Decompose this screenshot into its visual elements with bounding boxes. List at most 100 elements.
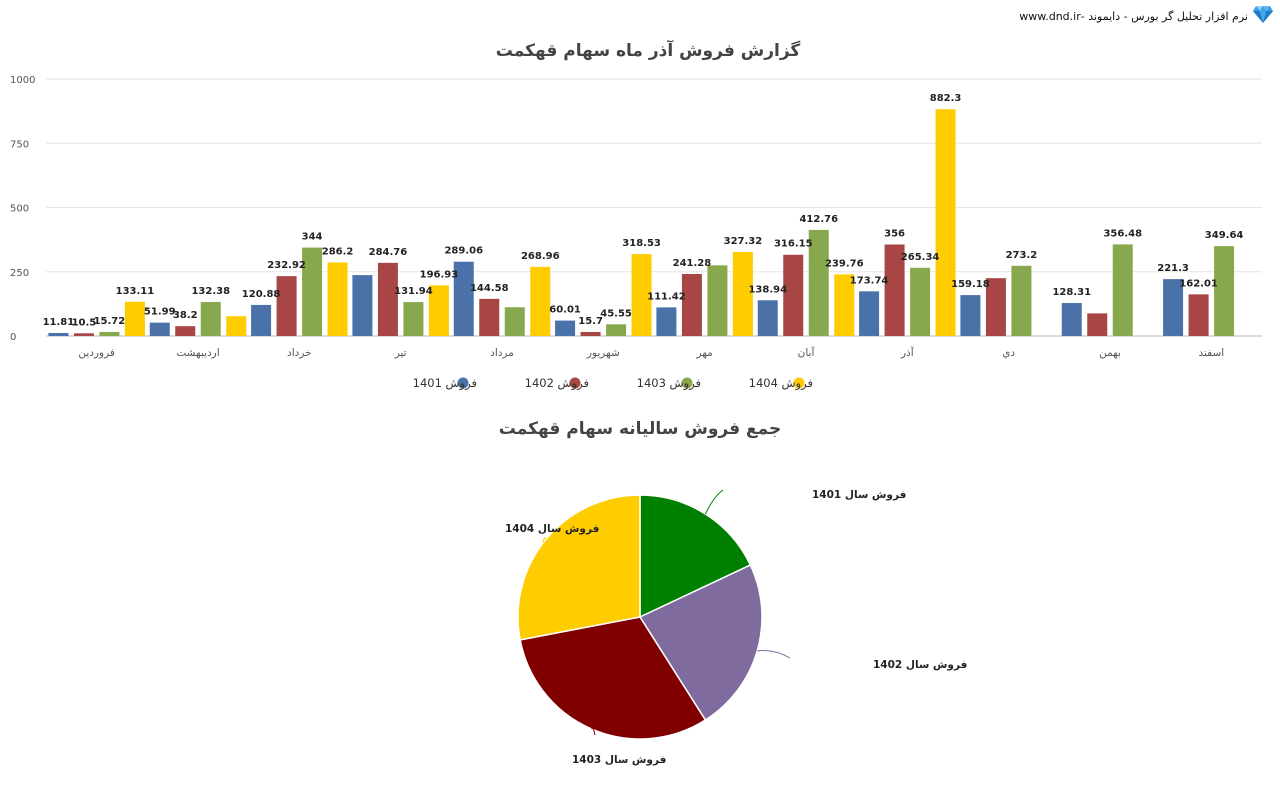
pie-label: فروش سال 1404 — [505, 523, 599, 535]
bar — [149, 322, 170, 336]
diamond-icon — [1252, 3, 1274, 29]
legend-marker — [681, 377, 693, 389]
data-label: 120.88 — [242, 289, 281, 300]
bar-x-axis: فروردین اردیبهشت خرداد تیر مرداد شهریور مهر آبا… — [78, 346, 1224, 359]
x-tick-label: اردیبهشت — [176, 347, 219, 359]
data-label: 162.01 — [1179, 278, 1218, 289]
data-label: 349.64 — [1205, 230, 1244, 241]
data-label: 138.94 — [748, 284, 787, 295]
bar — [327, 262, 348, 336]
data-label: 159.18 — [951, 279, 990, 290]
x-tick-label: اسفند — [1198, 347, 1224, 359]
legend-marker — [457, 377, 469, 389]
bar — [1011, 265, 1032, 336]
pie-chart: جمع فروش سالیانه سهام قهکمت فروش سال 140… — [499, 419, 968, 766]
bar — [884, 244, 905, 336]
data-label: 286.2 — [322, 246, 354, 257]
x-tick-label: خرداد — [287, 347, 312, 359]
pie-slice — [517, 494, 641, 641]
pie-label: فروش سال 1402 — [873, 659, 967, 671]
pie-labels: فروش سال 1401 فروش سال 1402 فروش سال 1403 ف… — [505, 489, 967, 766]
x-tick-label: فروردین — [78, 347, 115, 359]
data-label: 241.28 — [673, 258, 712, 269]
bar — [555, 320, 576, 336]
bar — [656, 307, 677, 336]
bar — [302, 247, 323, 336]
bar — [428, 285, 449, 336]
bar — [834, 274, 855, 336]
y-tick-label: 750 — [10, 139, 29, 150]
data-label: 173.74 — [850, 275, 889, 286]
data-label: 316.15 — [774, 239, 813, 250]
data-label: 221.3 — [1157, 263, 1189, 274]
data-label: 38.2 — [173, 310, 198, 321]
data-label: 356.48 — [1103, 228, 1142, 239]
bar — [580, 331, 601, 336]
bar — [99, 331, 120, 336]
bar — [631, 254, 652, 336]
data-label: 132.38 — [191, 286, 230, 297]
bar — [681, 273, 702, 336]
pie-leader-line — [591, 727, 596, 736]
pie-leader-line — [757, 650, 791, 659]
bar — [1188, 294, 1209, 336]
bar — [1061, 303, 1082, 336]
bar — [530, 266, 551, 336]
x-tick-label: تیر — [394, 347, 407, 359]
legend-label: فروش 1404 — [749, 376, 813, 391]
data-label: 265.34 — [901, 252, 940, 263]
brand-text: نرم افزار تحلیل گر بورس - دایموند -www.d… — [1019, 9, 1248, 23]
pie-leader-line — [704, 489, 724, 515]
data-label: 11.81 — [43, 317, 75, 328]
data-label: 284.76 — [369, 247, 408, 258]
legend-marker — [569, 377, 581, 389]
data-label: 15.7 — [578, 316, 603, 327]
x-tick-label: مهر — [696, 347, 713, 359]
pie-slice — [519, 616, 707, 740]
x-tick-label: مرداد — [490, 347, 514, 359]
bar — [935, 109, 956, 336]
bar — [504, 307, 525, 336]
bar — [251, 304, 272, 336]
x-tick-label: شهریور — [586, 347, 620, 359]
data-label: 344 — [302, 232, 323, 243]
bar — [352, 275, 373, 336]
bar-series — [48, 109, 1235, 336]
y-tick-label: 500 — [10, 204, 29, 215]
bar — [707, 265, 728, 336]
data-label: 232.92 — [267, 260, 306, 271]
bar — [808, 229, 829, 336]
bar-legend: فروش 1401 فروش 1402 فروش 1403 فروش 1404 — [413, 376, 813, 391]
data-label: 144.58 — [470, 283, 509, 294]
bar — [124, 301, 145, 336]
data-label: 318.53 — [622, 238, 661, 249]
bar — [1214, 246, 1235, 336]
bar — [910, 267, 931, 336]
data-label: 60.01 — [549, 305, 581, 316]
data-label: 10.5 — [72, 317, 97, 328]
data-label: 273.2 — [1006, 250, 1038, 261]
data-label: 268.96 — [521, 251, 560, 262]
bar — [479, 298, 500, 336]
x-tick-label: آبان — [798, 346, 816, 359]
pie-label: فروش سال 1403 — [572, 754, 666, 766]
legend-label: فروش 1403 — [637, 376, 701, 391]
data-label: 289.06 — [444, 246, 483, 257]
pie-slice — [639, 494, 752, 619]
bar-y-axis: 0 250 500 750 1000 — [10, 75, 35, 343]
brand-header: نرم افزار تحلیل گر بورس - دایموند -www.d… — [1019, 4, 1274, 28]
legend-label: فروش 1402 — [525, 376, 589, 391]
data-label: 327.32 — [724, 236, 763, 247]
bar — [226, 316, 247, 336]
bar-chart: گزارش فروش آذر ماه سهام قهکمت 0 250 500 750… — [10, 39, 1262, 391]
bar — [453, 261, 474, 336]
bar — [606, 324, 627, 336]
y-tick-label: 250 — [10, 268, 29, 279]
pie-slices — [517, 494, 763, 740]
bar — [732, 251, 753, 336]
bar — [859, 291, 880, 336]
bar — [200, 301, 221, 336]
data-label: 45.55 — [600, 308, 632, 319]
x-tick-label: بهمن — [1099, 347, 1121, 359]
